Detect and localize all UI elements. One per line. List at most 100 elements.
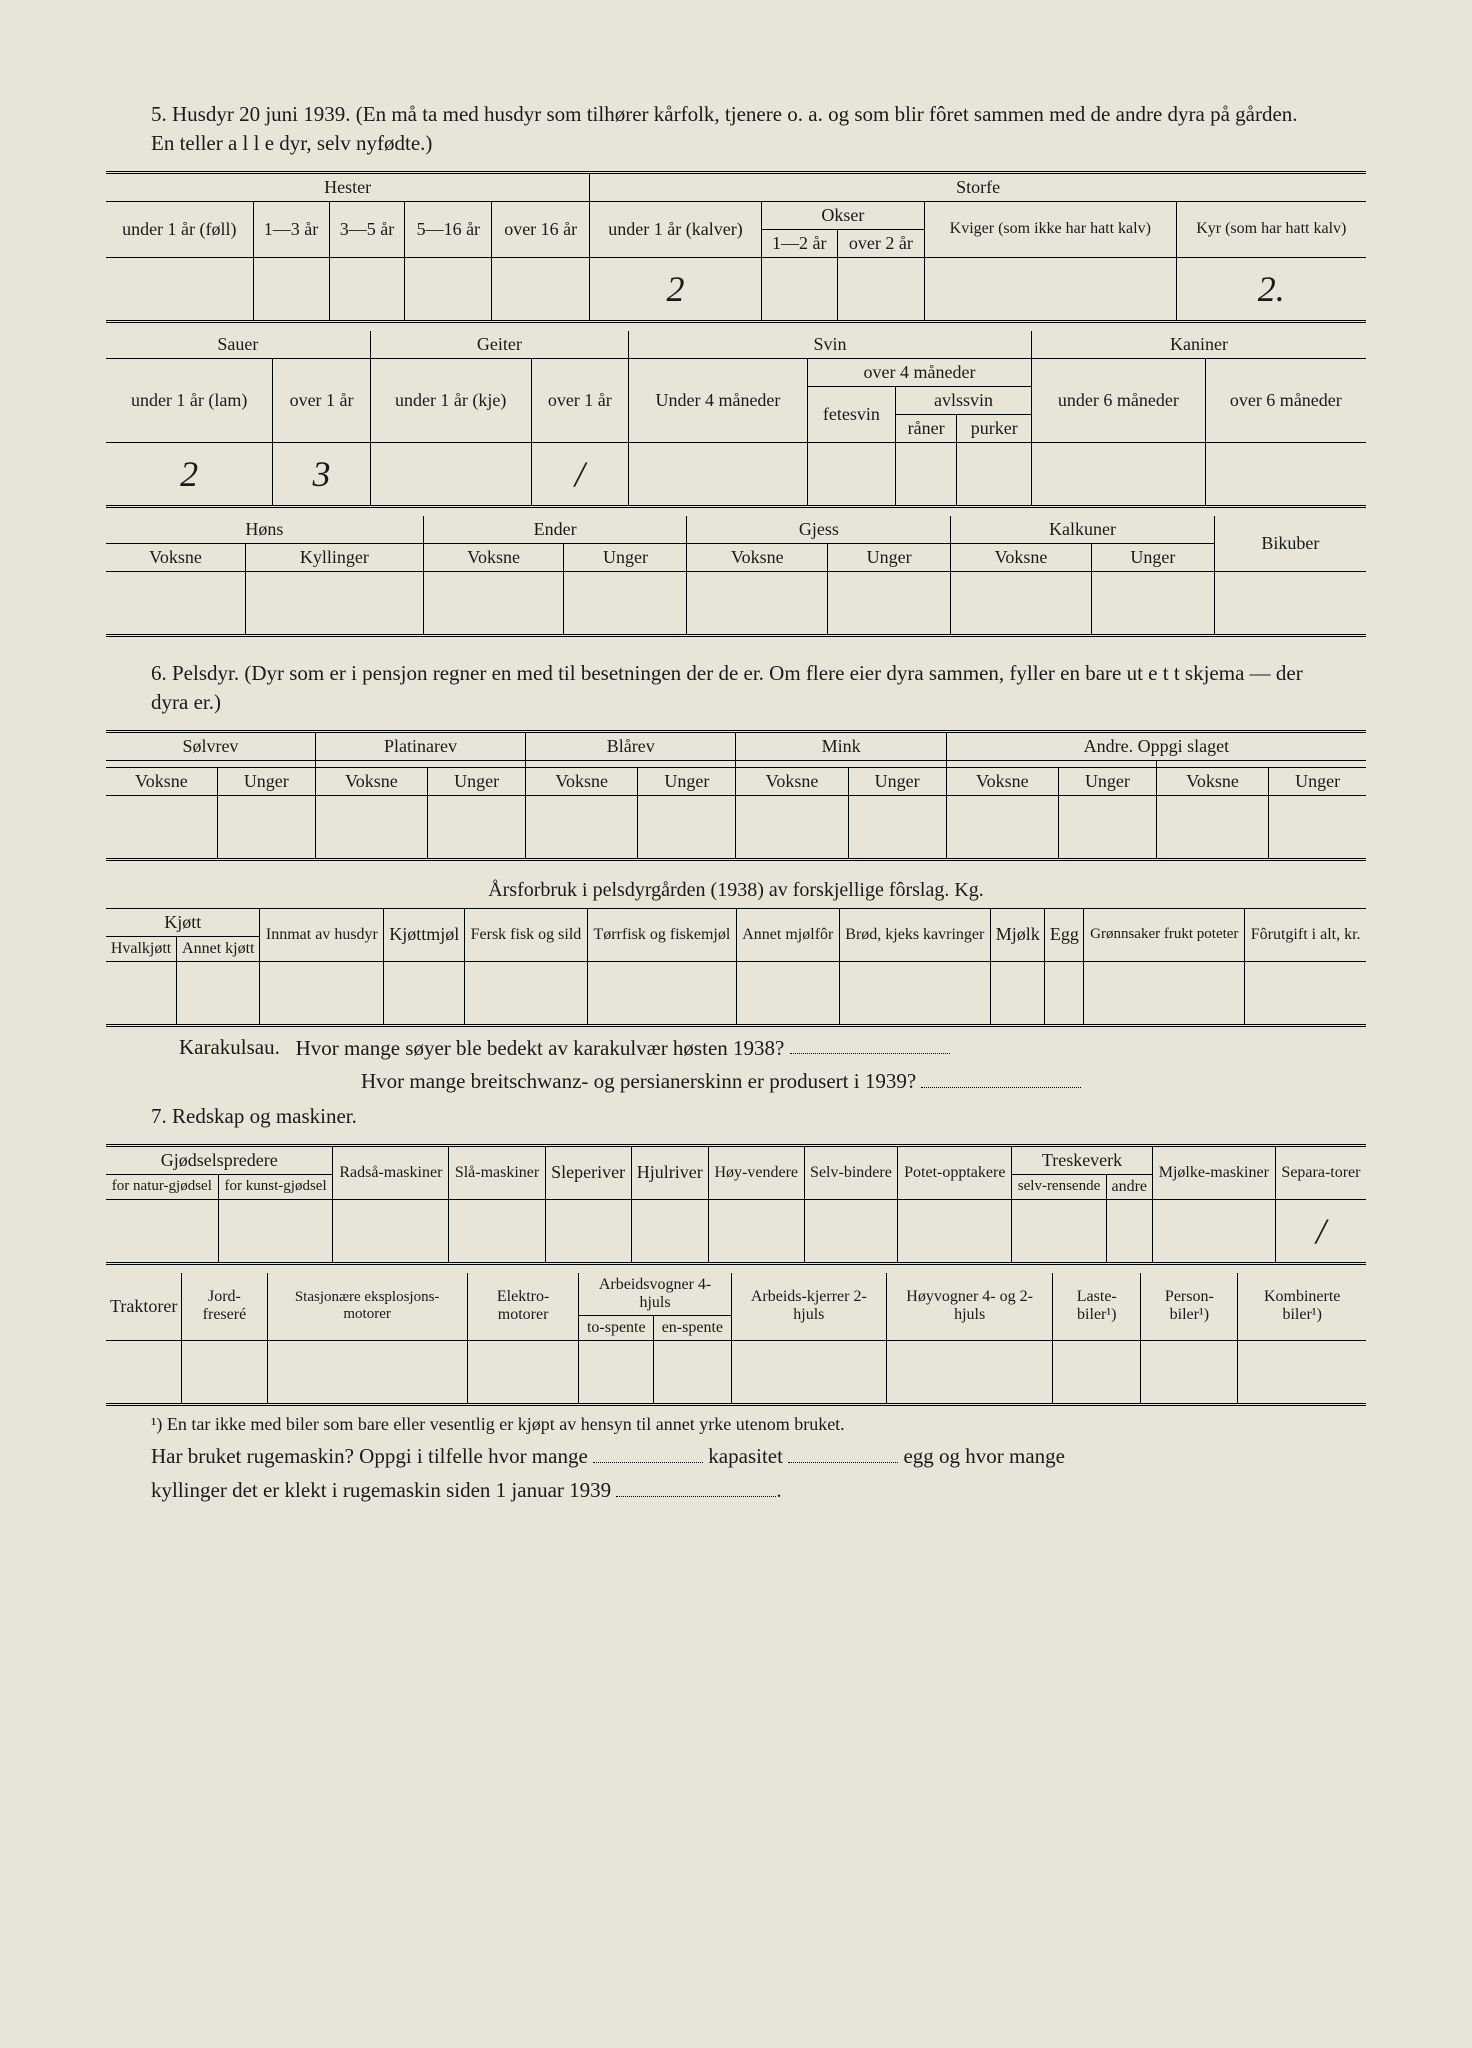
- cell: [370, 442, 531, 506]
- cell: [182, 1340, 267, 1404]
- voksne: Voksne: [106, 543, 245, 571]
- val-kalver: 2: [590, 257, 762, 321]
- sv-u4: Under 4 måneder: [629, 358, 808, 442]
- ruge-line2: kyllinger det er klekt i rugemaskin side…: [151, 1477, 1321, 1503]
- tospente: to-spente: [579, 1315, 654, 1340]
- sec7-num: 7.: [151, 1104, 167, 1128]
- jordfr: Jord-freseré: [182, 1273, 267, 1341]
- dots: [921, 1068, 1081, 1088]
- cell: [1106, 1199, 1152, 1263]
- kunst: for kunst-gjødsel: [218, 1174, 333, 1199]
- cell: [405, 257, 492, 321]
- sec7-body: Redskap og maskiner.: [172, 1104, 357, 1128]
- v3: Voksne: [526, 767, 638, 795]
- elektro: Elektro-motorer: [467, 1273, 579, 1341]
- cell: [465, 961, 588, 1025]
- ok-o2: over 2 år: [837, 229, 924, 257]
- section5-text: 5. Husdyr 20 juni 1939. (En må ta med hu…: [151, 100, 1321, 159]
- v2: Voksne: [315, 767, 427, 795]
- andre: andre: [1106, 1174, 1152, 1199]
- k-q1: Hvor mange søyer ble bedekt av karakulvæ…: [296, 1035, 785, 1059]
- cell: [218, 1199, 333, 1263]
- cell: [1141, 1340, 1238, 1404]
- cell: [587, 961, 736, 1025]
- slaa: Slå-maskiner: [449, 1145, 546, 1199]
- forbruk-title: Årsforbruk i pelsdyrgården (1938) av for…: [106, 879, 1366, 902]
- karakul-q2: Hvor mange breitschwanz- og persianerski…: [151, 1068, 1321, 1094]
- cell: [837, 257, 924, 321]
- annetkjott: Annet kjøtt: [177, 936, 260, 961]
- cell: [1091, 571, 1214, 635]
- stasjon: Stasjonære eksplosjons-motorer: [267, 1273, 467, 1341]
- g-o1: over 1 år: [531, 358, 628, 442]
- cell: [898, 1199, 1012, 1263]
- kjott: Kjøtt: [106, 908, 260, 936]
- h-1-3: 1—3 år: [253, 201, 329, 257]
- kaniner-hdr: Kaniner: [1032, 331, 1366, 359]
- cell: [1053, 1340, 1141, 1404]
- cell: [217, 795, 315, 859]
- v5: Voksne: [946, 767, 1058, 795]
- k-q2: Hvor mange breitschwanz- og persianerski…: [361, 1069, 916, 1093]
- h-5-16: 5—16 år: [405, 201, 492, 257]
- cell: [106, 795, 217, 859]
- cell: [384, 961, 465, 1025]
- cell: [737, 961, 839, 1025]
- cell: [106, 1340, 182, 1404]
- h-o16: over 16 år: [492, 201, 590, 257]
- fugl-table: Høns Ender Gjess Kalkuner Bikuber Voksne…: [106, 516, 1366, 637]
- radsaa: Radså-maskiner: [333, 1145, 449, 1199]
- unger4: Unger: [1091, 543, 1214, 571]
- u1: Unger: [217, 767, 315, 795]
- cell: [1157, 795, 1269, 859]
- cell: [526, 795, 638, 859]
- pelsdyr-table: Sølvrev Platinarev Blårev Mink Andre. Op…: [106, 730, 1366, 861]
- cell: [708, 1199, 804, 1263]
- cell: [315, 795, 427, 859]
- karakul-label: Karakulsau.: [151, 1035, 280, 1059]
- cell: [177, 961, 260, 1025]
- gjess: Gjess: [687, 516, 951, 544]
- selvr: selv-rensende: [1012, 1174, 1107, 1199]
- cell: [1238, 1340, 1366, 1404]
- andre: Andre. Oppgi slaget: [946, 731, 1366, 760]
- cell: [1214, 571, 1366, 635]
- s-o1: over 1 år: [273, 358, 370, 442]
- sec5-num: 5.: [151, 102, 167, 126]
- unger3: Unger: [828, 543, 951, 571]
- cell: [895, 442, 956, 506]
- mjolke: Mjølke-maskiner: [1152, 1145, 1275, 1199]
- cell: [106, 1199, 218, 1263]
- hvalkjott: Hvalkjøtt: [106, 936, 177, 961]
- blank: [946, 760, 1156, 767]
- egg: Egg: [1045, 908, 1084, 961]
- u3: Unger: [638, 767, 736, 795]
- svin-hdr: Svin: [629, 331, 1032, 359]
- cell: [1269, 795, 1366, 859]
- cell: [467, 1340, 579, 1404]
- cell: [449, 1199, 546, 1263]
- hoyvendere: Høy-vendere: [708, 1145, 804, 1199]
- cell: [1152, 1199, 1275, 1263]
- cell: [687, 571, 828, 635]
- sep: Separa-torer: [1275, 1145, 1366, 1199]
- cell: [267, 1340, 467, 1404]
- ok-1-2: 1—2 år: [761, 229, 837, 257]
- laste: Laste-biler¹): [1053, 1273, 1141, 1341]
- hjulriver: Hjulriver: [631, 1145, 708, 1199]
- avlssvin: avlssvin: [895, 386, 1031, 414]
- h-3-5: 3—5 år: [329, 201, 405, 257]
- cell: [428, 795, 526, 859]
- cell: [848, 795, 946, 859]
- cell: [1045, 961, 1084, 1025]
- kviger: Kviger (som ikke har hatt kalv): [925, 201, 1177, 257]
- fersk: Fersk fisk og sild: [465, 908, 588, 961]
- cell: [579, 1340, 654, 1404]
- v6: Voksne: [1157, 767, 1269, 795]
- voksne4: Voksne: [951, 543, 1092, 571]
- k-o6: over 6 måneder: [1205, 358, 1366, 442]
- kyllinger: Kyllinger: [245, 543, 423, 571]
- platinarev: Platinarev: [315, 731, 525, 760]
- hester-storfe-table: Hester Storfe under 1 år (føll) 1—3 år 3…: [106, 171, 1366, 323]
- kyr: Kyr (som har hatt kalv): [1176, 201, 1366, 257]
